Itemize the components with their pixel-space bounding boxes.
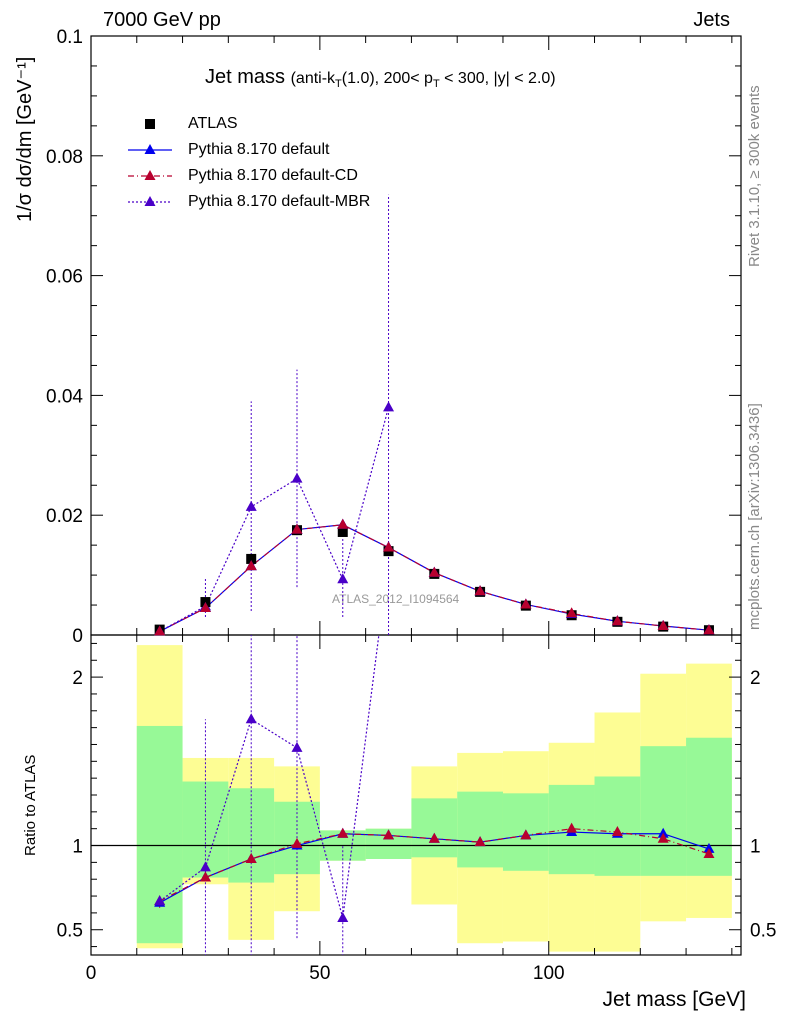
ratio-series-marker bbox=[291, 837, 303, 848]
main-y-axis: 0 0.02 0.04 0.06 0.08 0.1 bbox=[46, 27, 741, 647]
main-series-marker bbox=[245, 560, 257, 571]
main-series-marker bbox=[154, 625, 166, 636]
main-y-tick-label: 0.02 bbox=[46, 506, 83, 527]
main-series-marker bbox=[703, 624, 715, 635]
ratio-series-marker bbox=[245, 713, 257, 724]
header-right: Jets bbox=[693, 9, 730, 31]
main-series-marker bbox=[383, 541, 395, 552]
ratio-y-axis: 0.5 0.5 1 1 2 2 bbox=[57, 642, 776, 948]
ratio-series-marker bbox=[337, 827, 349, 838]
main-series-marker bbox=[474, 585, 486, 596]
legend-label-default: Pythia 8.170 default bbox=[188, 141, 330, 158]
ratio-series-marker bbox=[428, 832, 440, 843]
ratio-series-marker bbox=[337, 911, 349, 922]
main-series-marker bbox=[291, 472, 303, 483]
ratio-y-tick-label-right: 1 bbox=[750, 837, 761, 858]
ratio-series-marker bbox=[611, 826, 623, 837]
legend-marker-triangle bbox=[144, 144, 156, 154]
main-series-marker bbox=[337, 518, 349, 529]
ratio-series-marker bbox=[474, 836, 486, 847]
ratio-series-marker bbox=[657, 827, 669, 838]
ratio-y-tick-label: 1 bbox=[72, 837, 83, 858]
ratio-mbr-error-bars bbox=[204, 635, 344, 955]
main-y-tick-label: 0 bbox=[72, 626, 83, 647]
main-series-3 bbox=[154, 401, 395, 635]
ratio-series-marker bbox=[657, 832, 669, 843]
ratio-y-tick-label: 0.5 bbox=[57, 921, 83, 942]
main-series-marker bbox=[611, 615, 623, 626]
title-detail: (anti-kT(1.0), 200< pT < 300, |y| < 2.0) bbox=[290, 70, 556, 91]
ratio-series-marker bbox=[154, 895, 166, 906]
main-series-marker bbox=[199, 602, 211, 613]
ratio-y-tick-label: 2 bbox=[72, 668, 83, 689]
ratio-series-1 bbox=[154, 822, 715, 906]
ratio-uncertainty-bands bbox=[136, 645, 732, 952]
ratio-series-marker bbox=[703, 847, 715, 858]
legend-marker-triangle bbox=[144, 196, 156, 206]
ratio-band-green bbox=[640, 746, 687, 876]
plot-title: Jet mass (anti-kT(1.0), 200< pT < 300, |… bbox=[205, 66, 556, 90]
main-series-marker bbox=[428, 566, 440, 577]
ratio-y-tick-label-right: 0.5 bbox=[750, 921, 776, 942]
main-y-tick-label: 0.08 bbox=[46, 147, 83, 168]
x-axis: 0 50 100 bbox=[86, 36, 733, 984]
ratio-series-2 bbox=[154, 635, 380, 922]
x-tick-label: 50 bbox=[309, 963, 330, 984]
ratio-series-marker bbox=[703, 842, 715, 853]
main-series-marker bbox=[337, 573, 349, 584]
main-series-marker bbox=[291, 523, 303, 534]
ratio-band-green bbox=[457, 791, 503, 868]
ratio-series-marker bbox=[199, 861, 211, 872]
ratio-y-tick-label-right: 2 bbox=[750, 668, 761, 689]
main-y-tick-label: 0.1 bbox=[57, 27, 83, 48]
atlas-data-point bbox=[246, 553, 257, 564]
ratio-series-marker bbox=[520, 829, 532, 840]
legend bbox=[128, 119, 172, 206]
main-series-line bbox=[159, 407, 390, 632]
main-series-marker bbox=[657, 620, 669, 631]
main-panel-frame bbox=[90, 35, 742, 636]
header-left: 7000 GeV pp bbox=[103, 9, 221, 31]
main-y-tick-label: 0.04 bbox=[46, 386, 83, 407]
ratio-series-marker bbox=[291, 741, 303, 752]
analysis-watermark: ATLAS_2012_I1094564 bbox=[332, 592, 460, 606]
main-series-marker bbox=[566, 607, 578, 618]
main-series-marker bbox=[245, 500, 257, 511]
ratio-series-marker bbox=[245, 853, 257, 863]
legend-label-mbr: Pythia 8.170 default-MBR bbox=[188, 193, 371, 210]
ratio-series-marker bbox=[566, 822, 578, 833]
x-tick-label: 0 bbox=[86, 963, 97, 984]
legend-label-atlas: ATLAS bbox=[188, 115, 238, 132]
main-series-marker bbox=[383, 401, 395, 412]
legend-marker-triangle bbox=[144, 170, 156, 180]
legend-marker-square bbox=[145, 119, 155, 129]
x-axis-label: Jet mass [GeV] bbox=[602, 988, 746, 1011]
main-mbr-error-bars bbox=[204, 194, 390, 635]
x-tick-label: 100 bbox=[533, 963, 565, 984]
ratio-band-green bbox=[411, 798, 458, 858]
title-main: Jet mass bbox=[205, 66, 286, 88]
atlas-data-point bbox=[337, 526, 348, 537]
main-series-marker bbox=[520, 598, 532, 609]
main-y-tick-label: 0.06 bbox=[46, 267, 83, 288]
legend-label-cd: Pythia 8.170 default-CD bbox=[188, 167, 358, 184]
main-atlas-points bbox=[154, 525, 714, 636]
ratio-series-marker bbox=[383, 829, 395, 840]
ratio-series-marker bbox=[199, 871, 211, 882]
ratio-band-green bbox=[136, 725, 183, 944]
